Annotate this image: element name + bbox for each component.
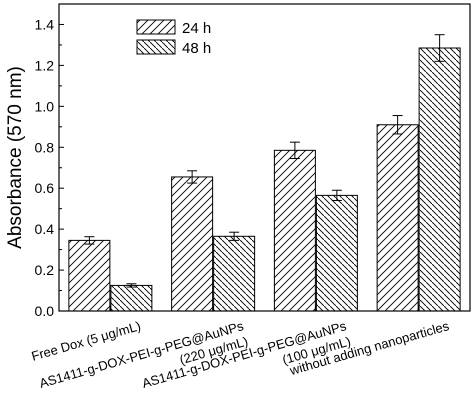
bar-48h-3 — [315, 194, 358, 312]
x-axis: Free Dox (5 μg/mL)AS1411-g-DOX-PEI-g-PEG… — [30, 306, 451, 391]
error-bar — [229, 231, 240, 241]
error-bar — [392, 115, 403, 135]
legend-swatch-48h — [136, 39, 176, 55]
error-bar — [434, 34, 445, 62]
bar-48h-2 — [213, 235, 256, 312]
error-bar — [187, 170, 198, 184]
bar-48h-4 — [418, 47, 461, 312]
y-tick-label: 0.6 — [35, 180, 55, 196]
y-tick-label: 1.4 — [35, 16, 55, 32]
bar-48h-1 — [110, 284, 153, 312]
error-bar — [126, 283, 137, 288]
bar-24h-1 — [68, 239, 111, 312]
legend-label: 24 h — [182, 20, 211, 37]
y-tick-label: 0.8 — [35, 139, 55, 155]
legend-swatch-24h — [136, 19, 176, 35]
bars-layer — [68, 34, 461, 312]
error-bar — [289, 141, 300, 160]
error-bar — [84, 236, 95, 245]
y-tick-label: 0.2 — [35, 262, 55, 278]
y-axis: 0.0 0.2 0.4 0.6 0.8 1.0 1.2 1.4 — [35, 16, 64, 319]
bar-24h-2 — [171, 176, 214, 312]
legend: 24 h 48 h — [136, 19, 211, 57]
y-axis-title: Absorbance (570 nm) — [5, 66, 26, 249]
bar-24h-4 — [376, 124, 419, 312]
error-bar — [331, 189, 342, 201]
plot-frame — [58, 3, 471, 312]
y-tick-label: 0.0 — [35, 303, 55, 319]
y-tick-label: 0.4 — [35, 221, 55, 237]
y-tick-label: 1.2 — [35, 57, 55, 73]
y-tick-label: 1.0 — [35, 98, 55, 114]
bar-24h-3 — [273, 149, 316, 312]
legend-label: 48 h — [182, 40, 211, 57]
